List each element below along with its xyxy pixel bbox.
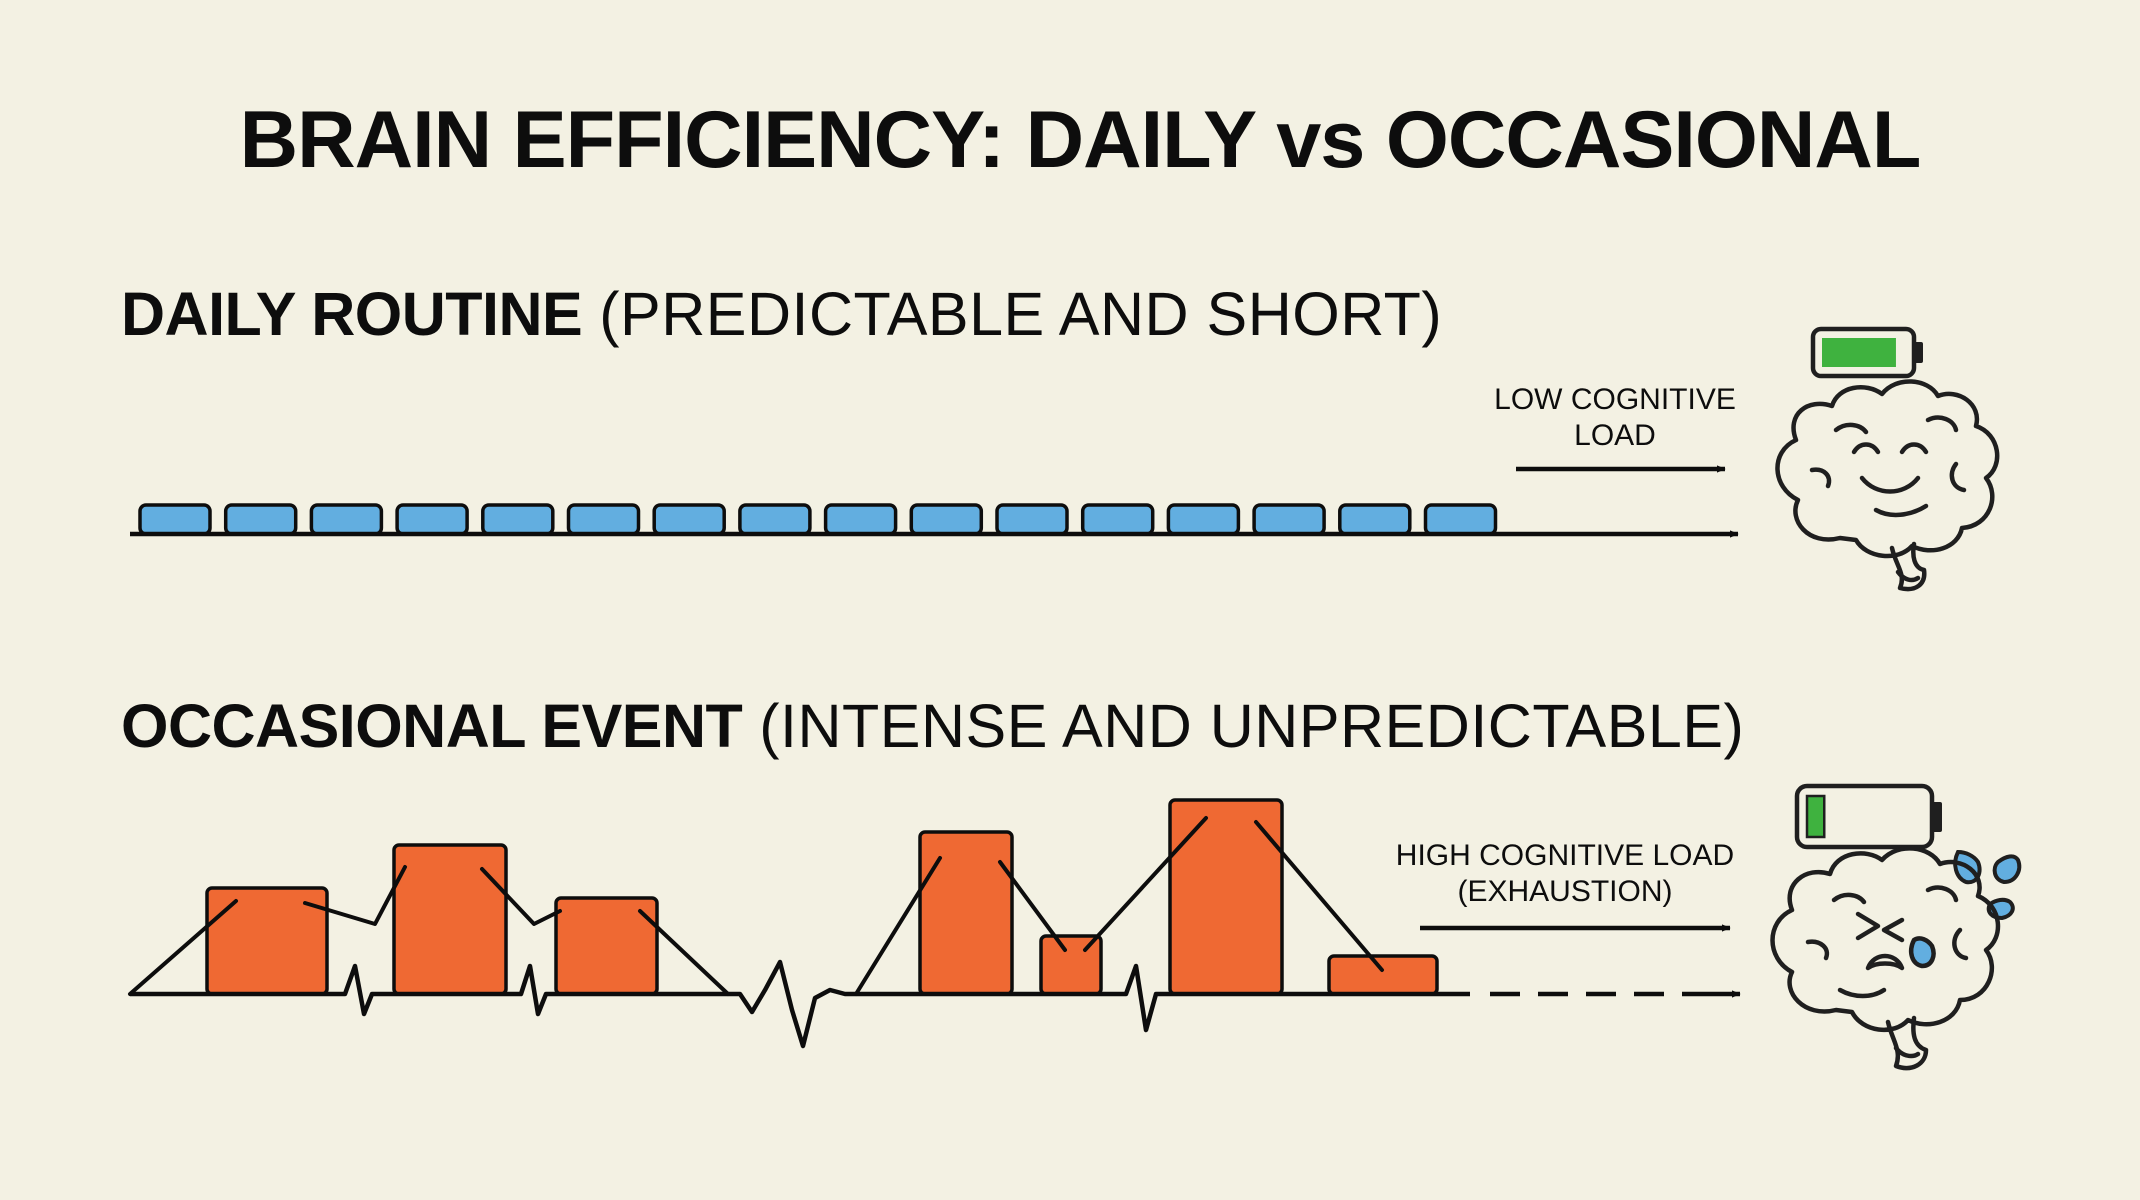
routine-block [566, 503, 641, 536]
daily-load-label: LOW COGNITIVE LOAD [1480, 382, 1750, 454]
happy-brain-icon [1775, 379, 2000, 592]
full-battery-icon [1810, 326, 1923, 379]
daily-heading-bold: DAILY ROUTINE [121, 280, 583, 348]
occasional-heading-bold: OCCASIONAL EVENT [121, 692, 743, 760]
occasional-stress-line [128, 816, 1384, 996]
occasional-load-label: HIGH COGNITIVE LOAD (EXHAUSTION) [1380, 838, 1750, 910]
routine-block [1423, 503, 1498, 536]
occasional-load-label-line2: (EXHAUSTION) [1457, 875, 1673, 908]
main-title: BRAIN EFFICIENCY: DAILY vs OCCASIONAL [239, 95, 1922, 185]
exhausted-brain-icon [1770, 846, 2001, 1071]
routine-block [738, 503, 812, 536]
routine-block [1252, 503, 1326, 536]
low-battery-icon [1794, 783, 1942, 850]
routine-block [223, 503, 298, 536]
occasional-heading-detail: (INTENSE AND UNPREDICTABLE) [759, 692, 1745, 760]
routine-block [395, 503, 469, 536]
routine-block [909, 503, 984, 536]
routine-block [309, 503, 384, 536]
event-block-4 [918, 830, 1014, 996]
daily-heading-detail: (PREDICTABLE AND SHORT) [599, 280, 1443, 348]
event-block-6 [1168, 798, 1284, 996]
occasional-section-title: OCCASIONAL EVENT (INTENSE AND UNPREDICTA… [121, 696, 1744, 757]
occasional-block-group [205, 798, 1439, 996]
routine-block [138, 503, 212, 536]
routine-block [823, 503, 898, 536]
routine-block [481, 503, 555, 536]
event-block-2 [392, 843, 508, 996]
occasional-load-label-line1: HIGH COGNITIVE LOAD [1395, 839, 1735, 872]
routine-block [995, 503, 1069, 536]
daily-load-label-line1: LOW COGNITIVE [1494, 383, 1736, 416]
daily-load-label-line2: LOAD [1574, 419, 1656, 452]
event-block-7 [1327, 954, 1439, 996]
daily-block-group [138, 503, 1498, 536]
occasional-timeline [130, 959, 1470, 1049]
routine-block [1080, 503, 1155, 536]
sweat-drops-icon [1953, 849, 2022, 921]
daily-section-title: DAILY ROUTINE (PREDICTABLE AND SHORT) [121, 284, 1442, 345]
routine-block [652, 503, 726, 536]
routine-block [1338, 503, 1412, 536]
routine-block [1166, 503, 1241, 536]
